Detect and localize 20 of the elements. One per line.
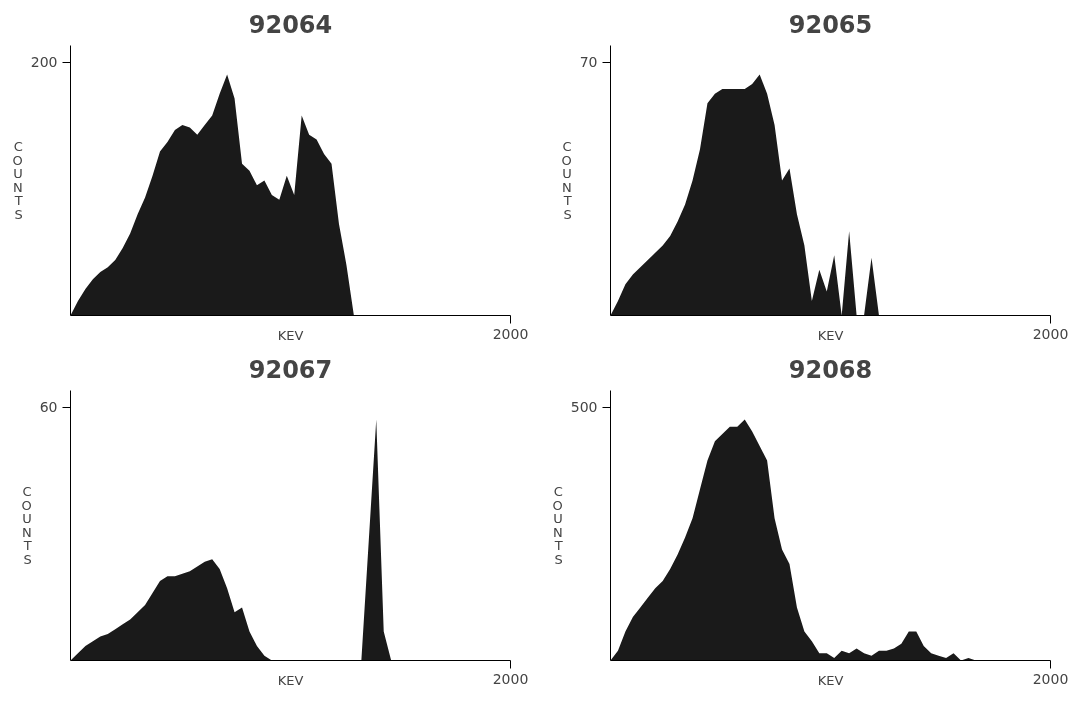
x-axis-title: KEV (277, 672, 304, 688)
text: 500 (570, 399, 598, 416)
chart-title: 92064 (248, 11, 333, 39)
y-axis-title: COUNTS (561, 139, 572, 222)
x-axis-title: KEV (817, 672, 844, 688)
y-axis-title: COUNTS (552, 484, 563, 567)
text: 60 (39, 399, 58, 416)
text: 2000 (492, 670, 529, 687)
y-axis-title: COUNTS (21, 484, 32, 567)
text: 2000 (1032, 670, 1069, 687)
x-axis-title: KEV (277, 327, 304, 343)
text: 200 (30, 54, 58, 71)
x-axis-title: KEV (817, 327, 844, 343)
y-axis-title: COUNTS (12, 139, 23, 222)
text: 70 (579, 54, 598, 71)
chart-title: 92065 (788, 11, 873, 39)
text: 2000 (492, 325, 529, 342)
text: 2000 (1032, 325, 1069, 342)
chart-title: 92067 (248, 356, 333, 384)
chart-title: 92068 (788, 356, 873, 384)
